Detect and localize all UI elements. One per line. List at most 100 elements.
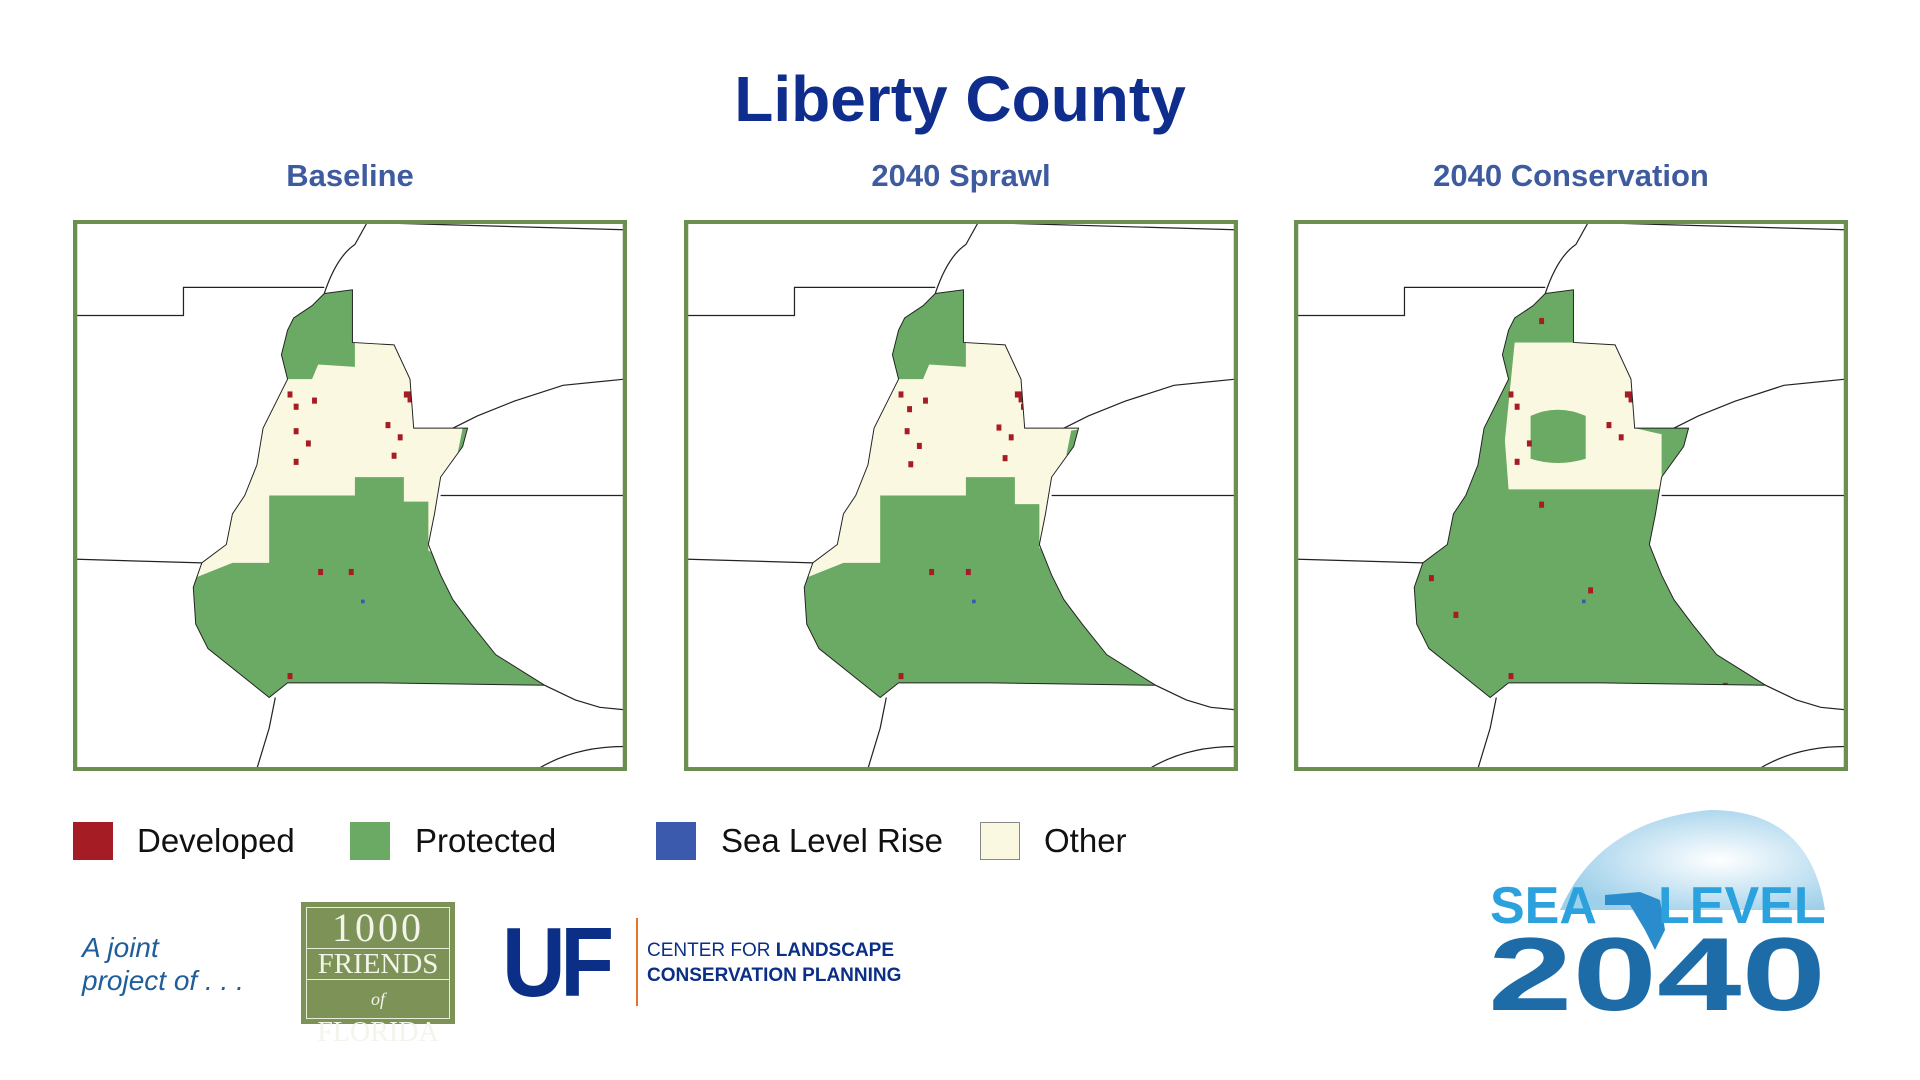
developed-patch — [1508, 673, 1514, 680]
boundary-line — [1765, 684, 1846, 711]
panel-frame — [684, 220, 1238, 771]
boundary-line — [1294, 558, 1423, 564]
developed-patch — [385, 422, 391, 429]
developed-patch — [929, 568, 935, 576]
boundary-line — [867, 697, 887, 769]
panel-title: 2040 Sprawl — [871, 158, 1051, 193]
developed-patch — [923, 397, 928, 404]
developed-patch — [1514, 403, 1520, 410]
developed-patch — [1014, 391, 1020, 398]
developed-patch — [965, 568, 971, 576]
map-panel — [1294, 220, 1848, 771]
sea-level-logo: SEA LEVEL 2040 — [1488, 810, 1826, 1020]
boundary-line — [73, 286, 325, 317]
developed-patch — [1539, 501, 1545, 508]
boundary-line — [684, 286, 936, 317]
developed-patch — [348, 568, 354, 576]
center-text: CENTER FOR — [647, 940, 771, 961]
developed-patch — [907, 406, 913, 413]
sea-level-patch — [1582, 599, 1586, 604]
developed-patch — [293, 428, 299, 435]
center-text: CENTER FOR LANDSCAPE CONSERVATION PLANNI… — [647, 938, 901, 988]
sea-level-patch — [972, 599, 976, 604]
boundary-line — [73, 558, 202, 564]
boundary-line — [1661, 378, 1846, 435]
boundary-line — [544, 684, 625, 711]
legend-label: Sea Level Rise — [721, 822, 943, 859]
county-outline — [192, 289, 547, 699]
developed-patch — [305, 440, 311, 447]
developed-patch — [908, 461, 914, 468]
county-outline — [1413, 289, 1768, 699]
developed-patch — [397, 434, 403, 441]
legend-label: Protected — [415, 822, 557, 859]
legend-swatch — [350, 822, 390, 860]
friends-text: 1000 — [332, 905, 424, 950]
divider — [636, 918, 638, 1006]
friends-text: of — [370, 989, 385, 1009]
friends-text: FLORIDA — [317, 1017, 439, 1048]
developed-patch — [293, 458, 299, 465]
developed-patch — [287, 673, 293, 680]
developed-patch — [1526, 440, 1532, 447]
developed-patch — [1002, 455, 1008, 462]
page-title: Liberty County — [734, 63, 1186, 135]
friends-logo: 1000 FRIENDS of FLORIDA — [301, 902, 455, 1048]
developed-patch — [312, 397, 317, 404]
map-panel — [684, 220, 1238, 771]
legend-swatch — [980, 822, 1020, 860]
developed-patch — [898, 673, 904, 680]
developed-patch — [293, 403, 299, 410]
developed-patch — [1428, 575, 1434, 582]
boundary-line — [1477, 697, 1497, 769]
boundary-line — [1051, 378, 1236, 435]
panel-frame — [73, 220, 627, 771]
florida-shape — [1605, 892, 1665, 950]
logo-text: 2040 — [1488, 917, 1826, 1020]
center-text: CONSERVATION PLANNING — [647, 965, 902, 986]
boundary-line — [1155, 684, 1236, 711]
boundary-line — [538, 745, 625, 770]
boundary-line — [1294, 286, 1546, 317]
friends-text: FRIENDS — [307, 948, 449, 980]
boundary-line — [440, 378, 625, 435]
developed-patch — [318, 568, 324, 576]
logo-text: LEVEL — [1658, 877, 1826, 935]
panel-frame — [1294, 220, 1848, 771]
boundary-line — [934, 221, 1236, 294]
developed-patch — [1514, 458, 1520, 465]
developed-patch — [1539, 317, 1545, 325]
logo-text: SEA — [1490, 877, 1597, 935]
panel-title: Baseline — [286, 158, 414, 193]
developed-patch — [391, 452, 397, 459]
joint-text: project of . . . — [82, 965, 244, 996]
developed-patch — [904, 428, 910, 435]
panel-title: 2040 Conservation — [1433, 158, 1709, 193]
boundary-line — [256, 697, 276, 769]
boundary-line — [1759, 745, 1846, 770]
developed-patch — [996, 424, 1002, 431]
legend-label: Other — [1044, 822, 1127, 859]
county-outline — [803, 289, 1158, 699]
developed-patch — [1588, 587, 1594, 594]
uf-logo: UF — [502, 907, 614, 1017]
protected-area — [193, 477, 545, 698]
developed-patch — [287, 391, 293, 398]
developed-patch — [1453, 611, 1459, 618]
boundary-line — [323, 221, 625, 294]
wave — [1560, 810, 1825, 910]
legend-label: Developed — [137, 822, 295, 859]
developed-patch — [916, 442, 922, 449]
legend-swatch — [656, 822, 696, 860]
developed-patch — [1508, 391, 1514, 398]
developed-patch — [1618, 434, 1624, 441]
sea-level-patch — [361, 599, 365, 604]
developed-patch — [1008, 434, 1014, 441]
developed-patch — [1606, 422, 1612, 429]
joint-text: A joint — [82, 932, 159, 963]
developed-patch — [898, 391, 904, 398]
developed-patch — [403, 391, 409, 398]
developed-patch — [1624, 391, 1630, 398]
legend-swatch — [73, 822, 113, 860]
